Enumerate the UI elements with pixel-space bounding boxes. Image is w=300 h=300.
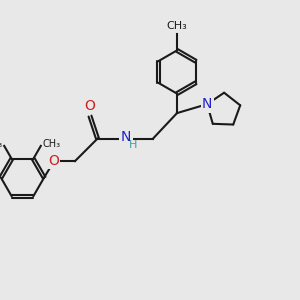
Text: N: N xyxy=(202,97,212,111)
Text: O: O xyxy=(49,154,59,168)
Text: CH₃: CH₃ xyxy=(167,21,188,31)
Text: CH₃: CH₃ xyxy=(0,139,3,148)
Text: H: H xyxy=(128,140,137,150)
Text: N: N xyxy=(121,130,131,144)
Text: O: O xyxy=(85,98,95,112)
Text: CH₃: CH₃ xyxy=(42,139,60,148)
